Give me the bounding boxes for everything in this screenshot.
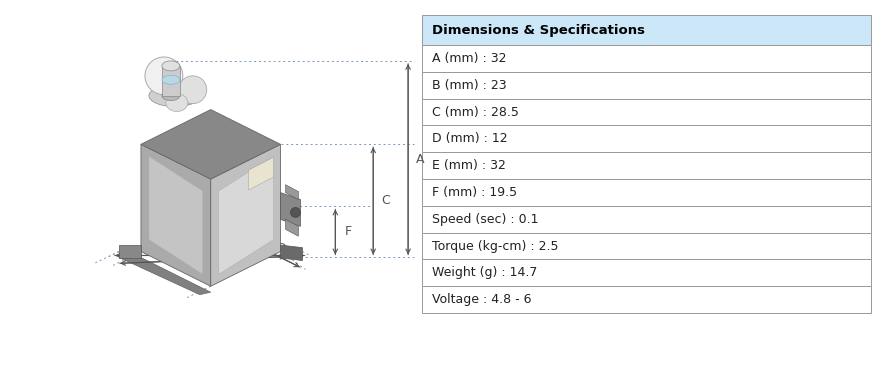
Polygon shape	[280, 245, 302, 261]
Polygon shape	[141, 144, 211, 286]
Bar	[422, 72, 870, 99]
Bar	[422, 125, 870, 152]
Polygon shape	[219, 156, 273, 275]
Bar	[422, 233, 870, 260]
Bar	[422, 152, 870, 179]
Polygon shape	[285, 185, 298, 200]
Text: E (mm) : 32: E (mm) : 32	[431, 159, 505, 172]
Text: A: A	[416, 153, 424, 166]
Text: B (mm) : 23: B (mm) : 23	[431, 79, 506, 92]
Ellipse shape	[179, 76, 206, 104]
Ellipse shape	[166, 94, 188, 111]
Polygon shape	[211, 144, 280, 286]
Polygon shape	[285, 220, 298, 236]
Text: Voltage : 4.8 - 6: Voltage : 4.8 - 6	[431, 293, 531, 306]
Bar	[422, 15, 870, 45]
Bar	[422, 179, 870, 206]
Text: Torque (kg-cm) : 2.5: Torque (kg-cm) : 2.5	[431, 240, 558, 252]
Text: F (mm) : 19.5: F (mm) : 19.5	[431, 186, 517, 199]
Ellipse shape	[290, 208, 300, 217]
Ellipse shape	[149, 85, 200, 107]
Bar	[422, 45, 870, 72]
Text: F: F	[345, 226, 352, 239]
Bar	[422, 260, 870, 286]
Text: A (mm) : 32: A (mm) : 32	[431, 52, 506, 65]
Text: C (mm) : 28.5: C (mm) : 28.5	[431, 105, 518, 119]
Ellipse shape	[162, 91, 180, 101]
Polygon shape	[149, 156, 203, 275]
Polygon shape	[248, 157, 273, 190]
Text: B: B	[190, 245, 198, 258]
Text: Speed (sec) : 0.1: Speed (sec) : 0.1	[431, 213, 538, 226]
Text: Weight (g) : 14.7: Weight (g) : 14.7	[431, 266, 537, 279]
Polygon shape	[119, 245, 141, 258]
Ellipse shape	[162, 61, 180, 71]
Bar	[422, 286, 870, 313]
Text: E: E	[196, 234, 204, 248]
Text: Dimensions & Specifications: Dimensions & Specifications	[431, 24, 644, 37]
Text: D (mm) : 12: D (mm) : 12	[431, 132, 507, 145]
Text: D: D	[276, 242, 286, 255]
Bar	[422, 99, 870, 125]
Bar	[422, 206, 870, 233]
Ellipse shape	[162, 75, 180, 84]
Bar	[162, 66, 180, 96]
Polygon shape	[119, 257, 211, 295]
Polygon shape	[141, 110, 280, 179]
Polygon shape	[280, 193, 300, 226]
Text: C: C	[380, 194, 389, 208]
Ellipse shape	[144, 57, 183, 95]
